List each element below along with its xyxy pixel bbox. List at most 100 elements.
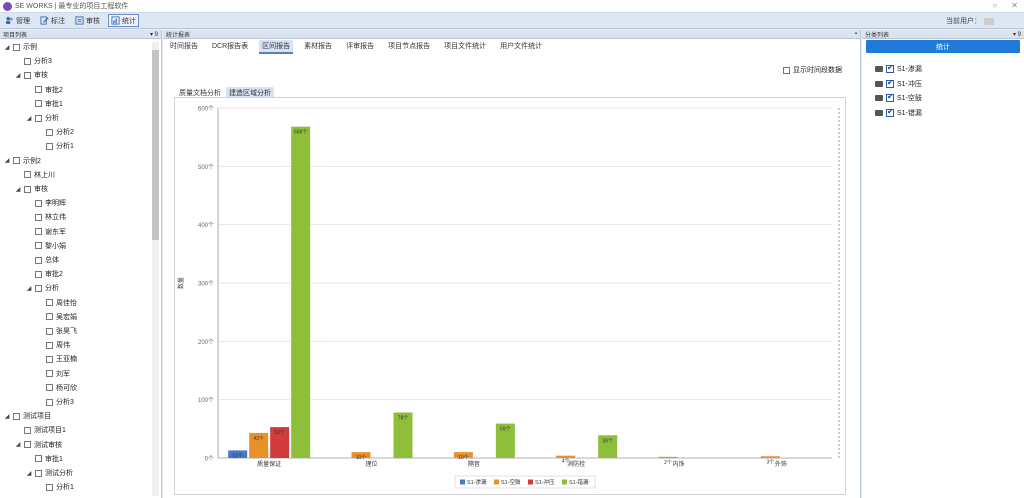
tree-item[interactable]: 审批1 (26, 453, 63, 465)
tree-item[interactable]: ◢ 审核 (15, 69, 48, 81)
tree-item[interactable]: 刘军 (37, 368, 70, 380)
manage-button[interactable]: 管理 (3, 14, 32, 27)
analysis-subtab[interactable]: 建造区域分析 (226, 87, 274, 99)
tree-scrollbar[interactable] (152, 42, 159, 496)
tree-item[interactable]: 测试项目1 (15, 424, 66, 436)
category-item[interactable]: S1-冲压 (875, 78, 922, 90)
tree-checkbox[interactable] (35, 100, 42, 108)
expand-arrow-icon[interactable]: ◢ (15, 186, 21, 193)
report-tab[interactable]: 项目节点报告 (388, 43, 431, 50)
tree-checkbox[interactable] (35, 455, 42, 463)
tree-checkbox[interactable] (46, 341, 53, 349)
tree-checkbox[interactable] (46, 128, 53, 136)
expand-arrow-icon[interactable]: ◢ (26, 285, 32, 292)
tree-item[interactable]: 审批2 (26, 84, 63, 96)
category-item[interactable]: S1-渗漏 (875, 63, 922, 75)
tree-checkbox[interactable] (35, 270, 42, 278)
tree-item[interactable]: 黎小娟 (26, 240, 66, 252)
category-item[interactable]: S1-错漏 (875, 107, 922, 119)
tree-item[interactable]: ◢ 测试分析 (26, 467, 73, 479)
report-tab[interactable]: 评审报告 (346, 43, 375, 50)
tree-item[interactable]: 分析3 (15, 55, 52, 67)
report-tab[interactable]: 区间报告 (259, 40, 294, 54)
tree-item[interactable]: 林立伟 (26, 211, 66, 223)
show-time-checkbox[interactable]: 显示时间段数据 (783, 65, 842, 75)
tree-item[interactable]: 审批2 (26, 268, 63, 280)
tree-checkbox[interactable] (35, 213, 42, 221)
category-checkbox[interactable] (886, 63, 894, 73)
category-item[interactable]: S1-空鼓 (875, 92, 922, 104)
tree-checkbox[interactable] (24, 171, 31, 179)
report-tab[interactable]: 用户文件统计 (500, 43, 543, 50)
review-button[interactable]: 审核 (73, 14, 102, 27)
tree-item[interactable]: 分析1 (37, 481, 74, 493)
tree-item[interactable]: ◢ 测试项目 (4, 410, 51, 422)
tree-item[interactable]: 林上川 (15, 169, 55, 181)
tree-item[interactable]: ◢ 示例2 (4, 155, 41, 167)
tree-checkbox[interactable] (46, 483, 53, 491)
annotate-button[interactable]: 标注 (38, 14, 67, 27)
tree-item[interactable]: 周佳怡 (37, 297, 77, 309)
report-tab[interactable]: 项目文件统计 (444, 43, 487, 50)
category-checkbox[interactable] (886, 78, 894, 88)
report-tab[interactable]: 素材报告 (304, 43, 333, 50)
scroll-thumb[interactable] (152, 50, 159, 240)
tree-checkbox[interactable] (35, 86, 42, 94)
tree-checkbox[interactable] (35, 284, 42, 292)
expand-arrow-icon[interactable]: ◢ (15, 442, 21, 449)
category-checkbox[interactable] (886, 92, 894, 102)
tree-checkbox[interactable] (24, 426, 31, 434)
tree-checkbox[interactable] (46, 370, 53, 378)
category-checkbox[interactable] (886, 107, 894, 117)
tree-checkbox[interactable] (24, 71, 31, 79)
tree-item[interactable]: 谢东军 (26, 226, 66, 238)
expand-arrow-icon[interactable]: ◢ (4, 158, 10, 165)
tree-item[interactable]: ◢ 测试审核 (15, 439, 62, 451)
close-icon[interactable]: ✕ (1011, 1, 1018, 10)
tree-checkbox[interactable] (46, 313, 53, 321)
pin-icon[interactable]: ▾ 9 (149, 31, 158, 38)
tree-checkbox[interactable] (13, 43, 20, 51)
tree-checkbox[interactable] (35, 242, 42, 250)
checkbox-icon[interactable] (783, 66, 790, 74)
tree-checkbox[interactable] (35, 114, 42, 122)
tree-checkbox[interactable] (46, 142, 53, 150)
statistics-button[interactable]: 统计 (108, 14, 139, 27)
tree-item[interactable]: ◢ 审核 (15, 183, 48, 195)
tree-checkbox[interactable] (13, 157, 20, 165)
minimize-icon[interactable]: ○ (992, 1, 998, 10)
tree-checkbox[interactable] (46, 355, 53, 363)
tree-item[interactable]: 分析3 (37, 396, 74, 408)
tree-checkbox[interactable] (35, 469, 42, 477)
tree-item[interactable]: 张昊飞 (37, 325, 77, 337)
tree-item[interactable]: 周伟 (37, 339, 70, 351)
tree-checkbox[interactable] (24, 185, 31, 193)
expand-arrow-icon[interactable]: ◢ (15, 72, 21, 79)
report-tab[interactable]: 时间报告 (170, 43, 198, 50)
tree-checkbox[interactable] (24, 441, 31, 449)
tree-item[interactable]: 总体 (26, 254, 59, 266)
tree-checkbox[interactable] (35, 199, 42, 207)
tree-item[interactable]: 审批1 (26, 98, 63, 110)
expand-arrow-icon[interactable]: ◢ (4, 44, 10, 51)
tree-checkbox[interactable] (13, 412, 20, 420)
tree-item[interactable]: 李明辉 (26, 197, 66, 209)
tree-item[interactable]: 吴宏娟 (37, 311, 77, 323)
tree-checkbox[interactable] (46, 384, 53, 392)
tree-checkbox[interactable] (35, 256, 42, 264)
expand-arrow-icon[interactable]: ◢ (26, 470, 32, 477)
tree-item[interactable]: ◢ 示例 (4, 41, 37, 53)
tree-checkbox[interactable] (46, 299, 53, 307)
tree-checkbox[interactable] (35, 228, 42, 236)
report-tab[interactable]: DCR报告表 (212, 43, 249, 50)
expand-arrow-icon[interactable]: ◢ (26, 115, 32, 122)
tree-item[interactable]: 分析2 (37, 126, 74, 138)
expand-arrow-icon[interactable]: ◢ (4, 413, 10, 420)
pin-icon[interactable]: ▾ 9 (1012, 31, 1021, 38)
statistics-run-button[interactable]: 统计 (866, 40, 1020, 53)
tree-item[interactable]: ◢ 分析 (26, 282, 59, 294)
tree-item[interactable]: 王亚楠 (37, 353, 77, 365)
tree-checkbox[interactable] (24, 57, 31, 65)
tree-checkbox[interactable] (46, 398, 53, 406)
tree-checkbox[interactable] (46, 327, 53, 335)
